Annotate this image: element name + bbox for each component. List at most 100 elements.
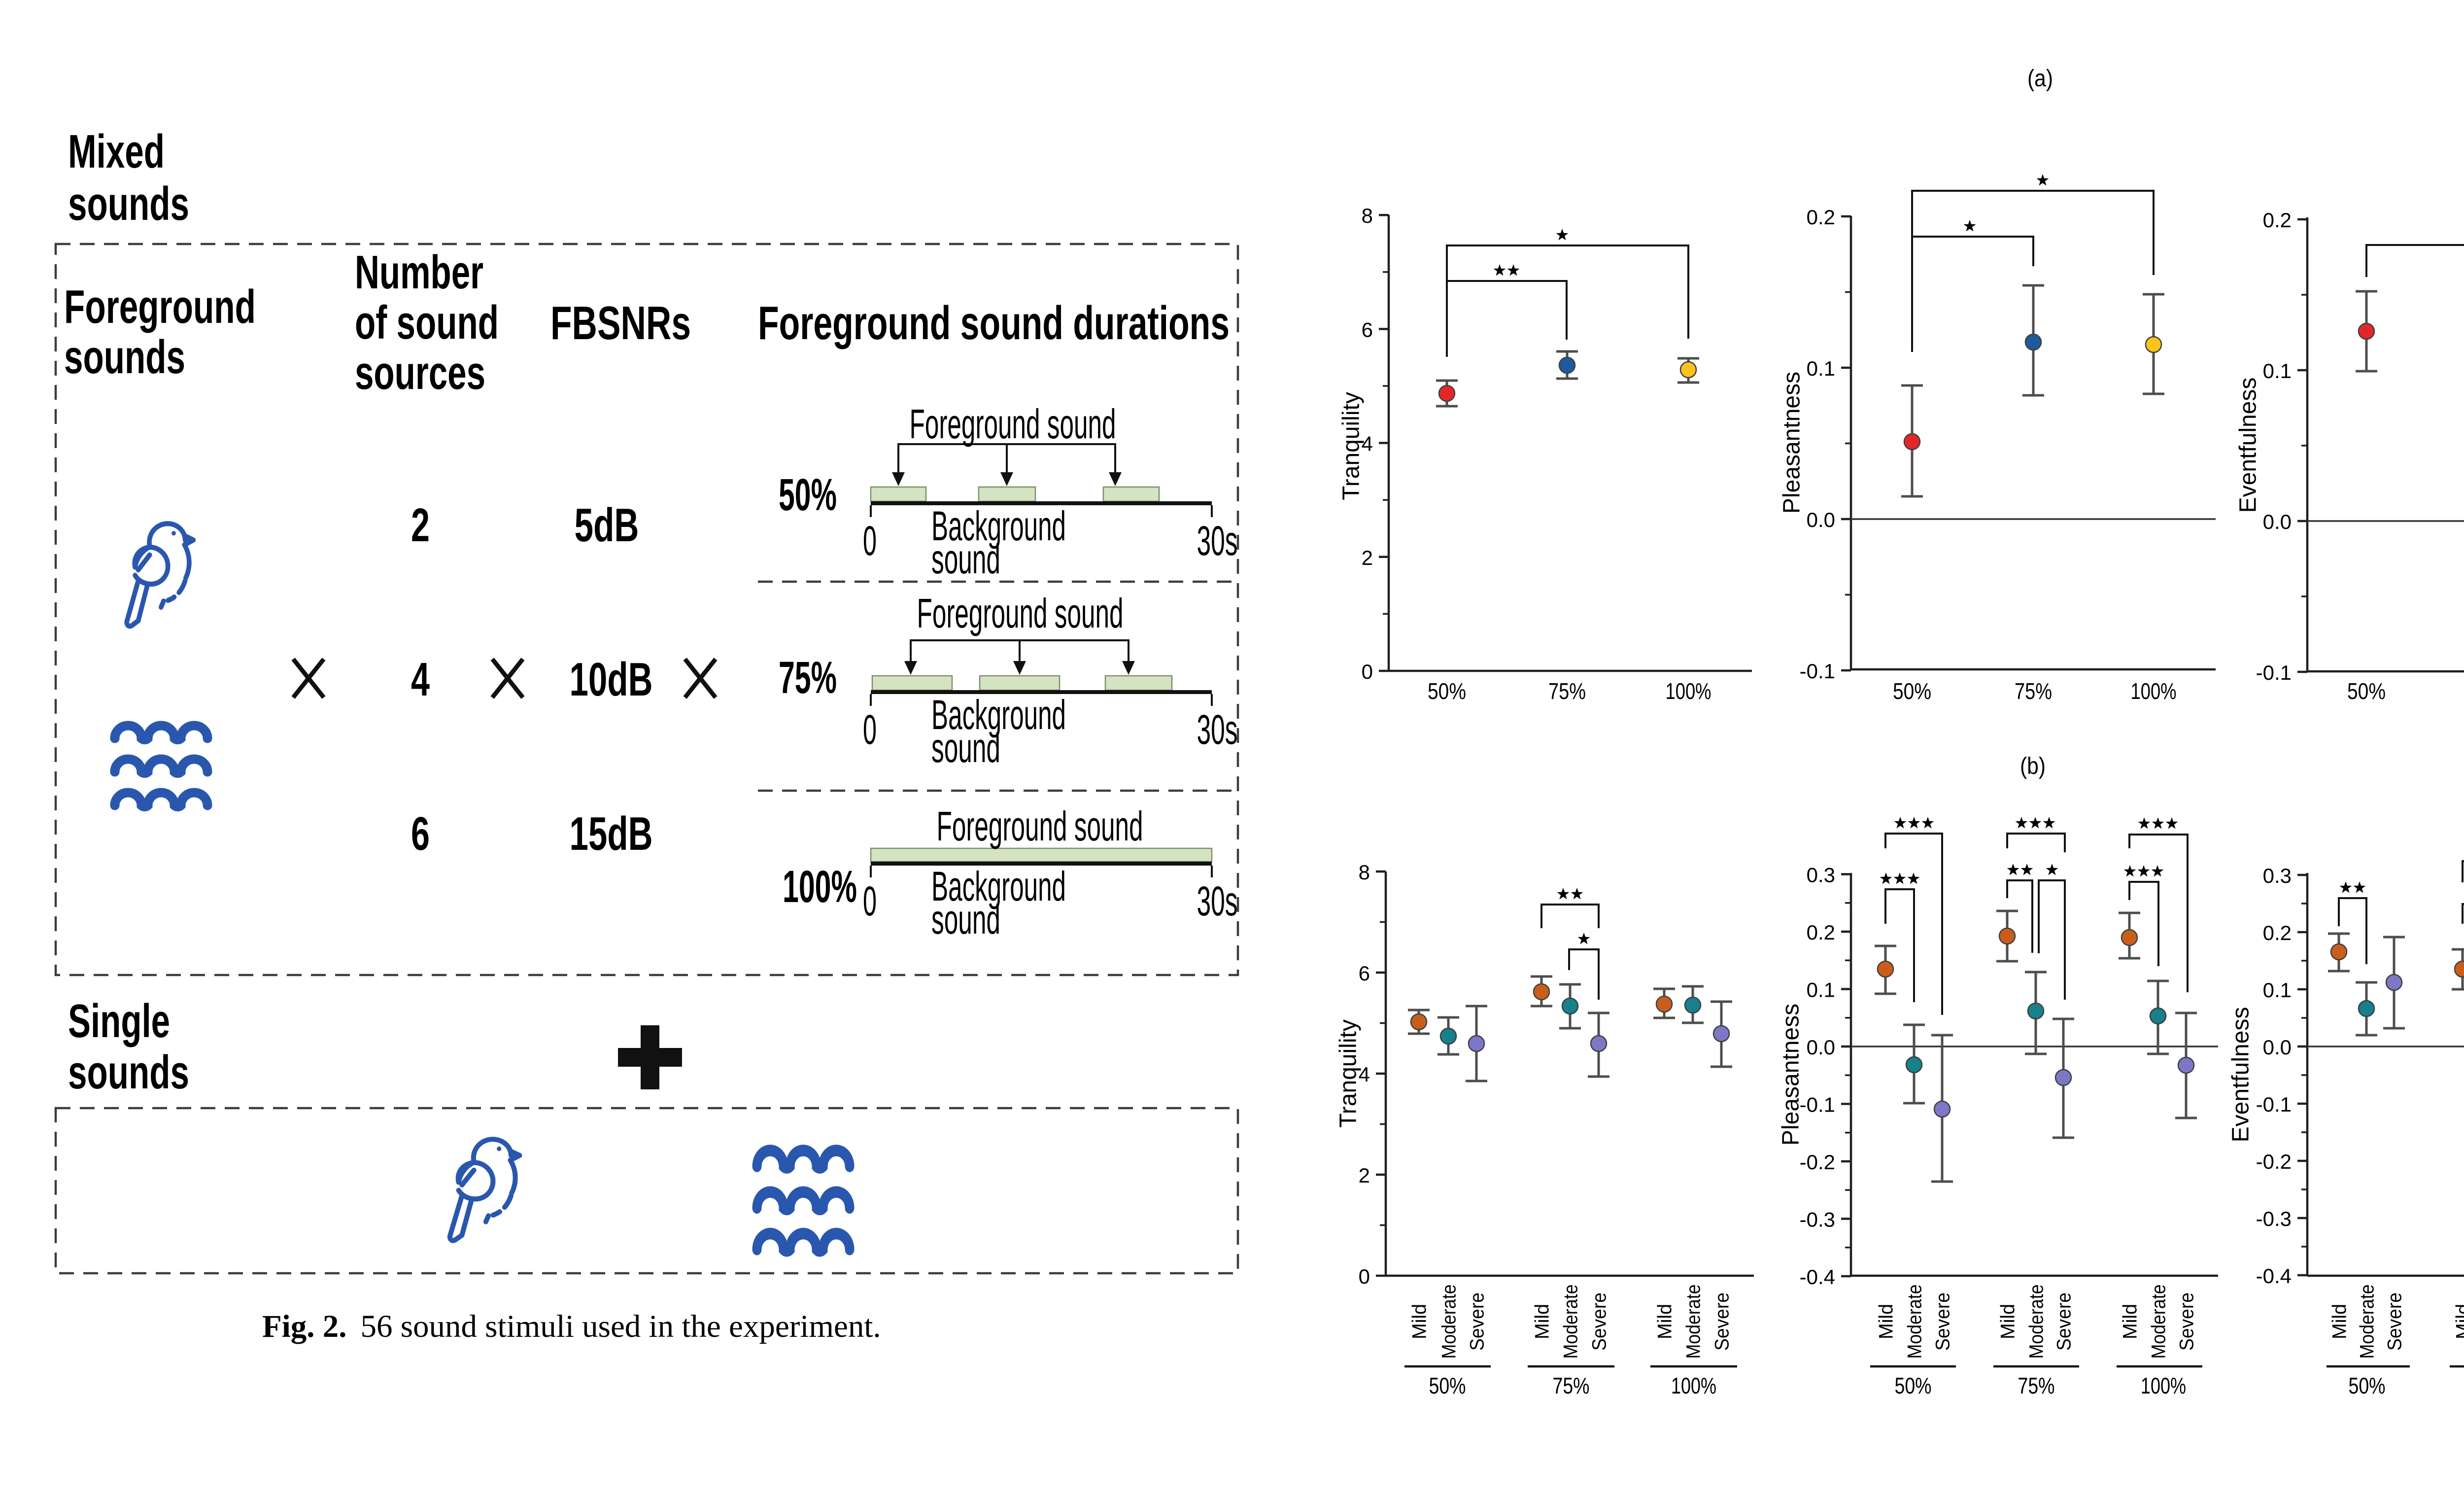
- svg-text:Number: Number: [355, 246, 483, 299]
- svg-text:75%: 75%: [1553, 1373, 1590, 1398]
- svg-text:Tranquility: Tranquility: [1335, 1019, 1361, 1128]
- svg-text:sound: sound: [931, 896, 1000, 942]
- svg-text:Foreground sound: Foreground sound: [910, 401, 1116, 447]
- svg-text:-0.1: -0.1: [2256, 661, 2292, 684]
- svg-text:6: 6: [1362, 318, 1373, 341]
- svg-text:5dB: 5dB: [575, 499, 639, 552]
- svg-text:sounds: sounds: [64, 331, 185, 383]
- svg-text:0.2: 0.2: [1807, 921, 1835, 944]
- svg-text:Foreground sound durations: Foreground sound durations: [758, 297, 1230, 349]
- svg-text:Pleasantness: Pleasantness: [1778, 1004, 1804, 1146]
- svg-text:Mild: Mild: [1408, 1304, 1430, 1339]
- svg-text:30s: 30s: [1197, 518, 1238, 564]
- svg-text:-0.4: -0.4: [2256, 1264, 2292, 1288]
- svg-text:-0.1: -0.1: [2256, 1093, 2292, 1116]
- svg-text:4: 4: [1359, 1063, 1370, 1086]
- svg-text:Moderate: Moderate: [1560, 1285, 1581, 1359]
- svg-text:0.0: 0.0: [1807, 1036, 1835, 1059]
- svg-text:Single: Single: [68, 995, 170, 1047]
- svg-text:Pleasantness: Pleasantness: [1779, 372, 1805, 514]
- svg-text:50%: 50%: [779, 470, 837, 520]
- svg-text:sound: sound: [931, 725, 1000, 771]
- svg-text:-0.4: -0.4: [1800, 1265, 1835, 1289]
- svg-text:Moderate: Moderate: [1904, 1285, 1925, 1359]
- svg-text:Moderate: Moderate: [2025, 1285, 2047, 1359]
- svg-text:Severe: Severe: [1711, 1292, 1733, 1351]
- svg-text:-0.1: -0.1: [1800, 1093, 1835, 1116]
- svg-text:Eventfulness: Eventfulness: [2227, 1007, 2254, 1143]
- svg-text:sounds: sounds: [68, 1046, 189, 1099]
- svg-text:0.2: 0.2: [2263, 921, 2292, 944]
- svg-text:sounds: sounds: [68, 177, 189, 230]
- svg-text:75%: 75%: [2018, 1373, 2055, 1398]
- svg-text:50%: 50%: [1429, 1373, 1466, 1398]
- svg-text:Mild: Mild: [1997, 1304, 2019, 1339]
- svg-text:0.0: 0.0: [2263, 1036, 2292, 1059]
- svg-text:100%: 100%: [2141, 1373, 2186, 1398]
- svg-text:15dB: 15dB: [570, 807, 653, 860]
- svg-text:0.3: 0.3: [1807, 864, 1835, 887]
- svg-text:100%: 100%: [2131, 678, 2177, 704]
- svg-text:Moderate: Moderate: [1682, 1285, 1704, 1359]
- svg-text:Foreground: Foreground: [64, 280, 256, 333]
- svg-text:0.0: 0.0: [1807, 508, 1835, 531]
- svg-text:0: 0: [1362, 660, 1373, 683]
- svg-text:6: 6: [1359, 962, 1370, 985]
- svg-text:50%: 50%: [1893, 678, 1931, 704]
- svg-text:75%: 75%: [1548, 678, 1586, 704]
- svg-text:4: 4: [1362, 432, 1373, 455]
- svg-text:50%: 50%: [1428, 678, 1466, 704]
- svg-text:2: 2: [411, 499, 430, 552]
- svg-text:0: 0: [863, 878, 877, 924]
- svg-text:75%: 75%: [2015, 678, 2052, 704]
- svg-text:-0.3: -0.3: [1800, 1208, 1835, 1231]
- svg-text:75%: 75%: [779, 653, 837, 703]
- svg-text:8: 8: [1359, 861, 1370, 884]
- svg-text:100%: 100%: [783, 862, 857, 912]
- svg-text:Eventfulness: Eventfulness: [2235, 378, 2261, 513]
- svg-text:-0.1: -0.1: [1800, 660, 1835, 683]
- svg-text:30s: 30s: [1197, 878, 1238, 924]
- svg-text:0.1: 0.1: [1807, 978, 1835, 1002]
- svg-text:Moderate: Moderate: [1438, 1285, 1460, 1359]
- svg-text:Moderate: Moderate: [2356, 1285, 2378, 1359]
- svg-text:0.0: 0.0: [2263, 510, 2292, 533]
- svg-text:100%: 100%: [1666, 678, 1711, 704]
- svg-text:FBSNRs: FBSNRs: [550, 297, 691, 349]
- svg-text:Mild: Mild: [1531, 1304, 1553, 1339]
- svg-text:2: 2: [1359, 1164, 1370, 1187]
- svg-text:0.2: 0.2: [1807, 206, 1835, 229]
- svg-text:Mild: Mild: [2328, 1304, 2350, 1339]
- svg-text:50%: 50%: [1895, 1373, 1932, 1398]
- svg-text:Mild: Mild: [1654, 1304, 1676, 1339]
- svg-text:30s: 30s: [1197, 706, 1238, 753]
- svg-text:Foreground sound: Foreground sound: [937, 803, 1143, 849]
- svg-text:sources: sources: [355, 347, 485, 399]
- svg-text:Background: Background: [931, 863, 1066, 909]
- svg-text:(a): (a): [2027, 66, 2053, 92]
- svg-text:0: 0: [1359, 1265, 1370, 1288]
- svg-text:4: 4: [411, 653, 430, 706]
- svg-text:Mixed: Mixed: [68, 125, 165, 178]
- svg-text:-0.2: -0.2: [1800, 1150, 1835, 1174]
- svg-text:(b): (b): [2020, 753, 2046, 779]
- svg-text:Background: Background: [931, 692, 1066, 738]
- svg-text:0.1: 0.1: [2263, 978, 2292, 1002]
- svg-text:100%: 100%: [1671, 1373, 1716, 1398]
- svg-text:Foreground sound: Foreground sound: [917, 590, 1124, 636]
- svg-text:50%: 50%: [2347, 678, 2386, 704]
- svg-text:Mild: Mild: [2452, 1304, 2464, 1339]
- svg-text:0: 0: [863, 518, 877, 564]
- svg-text:Severe: Severe: [2384, 1292, 2405, 1351]
- svg-text:Severe: Severe: [2053, 1292, 2075, 1351]
- svg-text:Severe: Severe: [1588, 1292, 1610, 1351]
- svg-text:Severe: Severe: [1466, 1292, 1488, 1351]
- svg-text:6: 6: [411, 807, 430, 860]
- svg-text:Fig. 2.56 sound stimuli used i: Fig. 2. 56 sound stimuli used in the expe…: [262, 1309, 881, 1344]
- svg-text:-0.3: -0.3: [2256, 1207, 2292, 1230]
- svg-text:of sound: of sound: [355, 296, 499, 349]
- svg-text:Mild: Mild: [2119, 1304, 2141, 1339]
- svg-text:Tranquility: Tranquility: [1338, 392, 1364, 500]
- svg-text:Background: Background: [931, 503, 1066, 549]
- svg-text:0.3: 0.3: [2263, 864, 2292, 887]
